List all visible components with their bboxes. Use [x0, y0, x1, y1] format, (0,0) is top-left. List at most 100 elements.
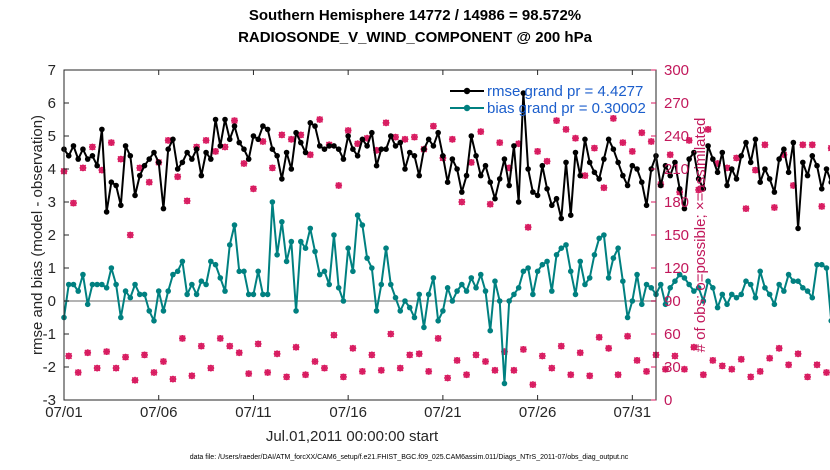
- assimilated-obs-point: [448, 135, 456, 143]
- bias-point: [601, 232, 607, 238]
- assimilated-obs-point: [771, 204, 778, 211]
- bias-point: [676, 271, 683, 278]
- bias-point: [421, 324, 427, 331]
- assimilated-obs-point: [103, 348, 111, 355]
- bias-point: [577, 258, 584, 265]
- assimilated-obs-point: [766, 354, 774, 362]
- bias-point: [605, 275, 612, 281]
- assimilated-obs-point: [202, 137, 210, 144]
- assimilated-obs-point: [709, 357, 717, 364]
- bias-point: [383, 245, 389, 251]
- bias-point: [411, 314, 418, 321]
- bias-point: [307, 225, 314, 232]
- bias-point: [132, 281, 138, 288]
- bias-point: [672, 278, 678, 285]
- bias-point: [416, 291, 423, 298]
- assimilated-obs-point: [287, 135, 295, 143]
- bias-point: [279, 219, 285, 225]
- rmse-point: [610, 146, 617, 152]
- assimilated-obs-point: [340, 373, 347, 381]
- x-tick-label: 07/26: [519, 404, 557, 421]
- rmse-point: [340, 156, 347, 162]
- rmse-point: [549, 202, 555, 209]
- data-file-footnote: data file: /Users/raeder/DAI/ATM_forcXX/…: [190, 454, 629, 461]
- rmse-point: [189, 156, 195, 162]
- rmse-point: [236, 139, 243, 146]
- legend-bias-marker: [463, 104, 471, 112]
- rmse-point: [127, 153, 134, 159]
- bias-point: [624, 314, 631, 321]
- bias-point: [582, 281, 588, 288]
- y2-tick-label: 90: [664, 293, 681, 310]
- rmse-point: [591, 169, 598, 176]
- rmse-point: [307, 120, 314, 126]
- rmse-point: [141, 162, 148, 169]
- rmse-point: [818, 186, 825, 192]
- assimilated-obs-point: [666, 151, 674, 159]
- bias-point: [359, 222, 366, 228]
- bias-point: [331, 232, 337, 238]
- bias-point: [193, 291, 200, 298]
- assimilated-obs-point: [221, 143, 229, 151]
- assimilated-obs-point: [496, 139, 504, 146]
- bias-point: [373, 308, 380, 314]
- rmse-point: [823, 166, 830, 172]
- assimilated-obs-point: [245, 370, 253, 377]
- rmse-point: [686, 156, 692, 162]
- bias-point: [369, 265, 375, 271]
- bias-point: [781, 288, 787, 294]
- bias-point: [397, 308, 404, 314]
- rmse-point: [676, 186, 683, 192]
- rmse-point: [260, 123, 266, 129]
- assimilated-obs-point: [486, 200, 494, 208]
- assimilated-obs-point: [373, 146, 380, 154]
- x-tick-label: 07/01: [45, 404, 83, 421]
- bias-point: [525, 265, 531, 271]
- bias-point: [766, 291, 773, 298]
- y2-tick-label: 30: [664, 359, 681, 376]
- assimilated-obs-point: [624, 332, 631, 340]
- rmse-point: [288, 166, 295, 172]
- assimilated-obs-point: [595, 333, 603, 341]
- assimilated-obs-point: [804, 373, 811, 381]
- rmse-point: [544, 186, 550, 192]
- assimilated-obs-point: [264, 369, 272, 376]
- bias-point: [757, 268, 763, 275]
- rmse-point: [312, 123, 318, 129]
- bias-point: [449, 298, 456, 304]
- assimilated-obs-point: [268, 164, 276, 172]
- rmse-point: [103, 209, 110, 215]
- assimilated-obs-point: [311, 358, 319, 365]
- assimilated-obs-point: [330, 331, 338, 339]
- assimilated-obs-point: [392, 133, 399, 141]
- y-tick-label: 4: [48, 161, 56, 178]
- bias-point: [459, 281, 465, 288]
- bias-point: [634, 271, 640, 278]
- bias-point: [515, 285, 522, 291]
- rmse-point: [586, 159, 593, 166]
- bias-point: [89, 281, 96, 288]
- rmse-point: [738, 153, 745, 159]
- assimilated-obs-point: [733, 154, 740, 162]
- bias-point: [326, 281, 333, 288]
- assimilated-obs-point: [401, 135, 409, 143]
- bias-point: [795, 278, 801, 285]
- bias-point: [425, 291, 432, 298]
- assimilated-obs-point: [747, 373, 755, 381]
- rmse-point: [208, 156, 214, 162]
- y2-tick-label: 60: [664, 326, 681, 343]
- rmse-point: [563, 159, 569, 166]
- bias-point: [714, 304, 721, 311]
- assimilated-obs-point: [628, 148, 636, 155]
- assimilated-obs-point: [89, 143, 96, 151]
- rmse-point: [700, 186, 707, 192]
- bias-point: [586, 275, 593, 281]
- bias-point: [800, 285, 806, 291]
- y-tick-label: 5: [48, 128, 56, 145]
- assimilated-obs-point: [321, 364, 328, 372]
- assimilated-obs-point: [510, 366, 518, 374]
- rmse-point: [468, 133, 475, 139]
- bias-point: [691, 288, 697, 294]
- rmse-point: [477, 172, 484, 179]
- rmse-point: [293, 129, 299, 136]
